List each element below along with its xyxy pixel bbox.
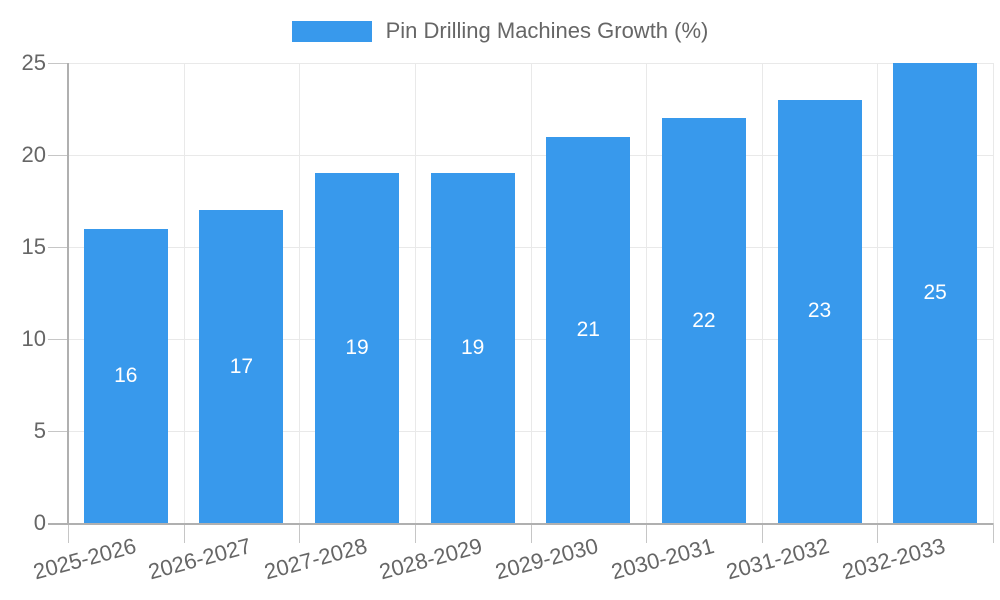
x-tick-label: 2025-2026 (30, 533, 139, 585)
bar[interactable] (315, 173, 400, 523)
bar[interactable] (893, 63, 978, 523)
x-tick-mark (183, 523, 185, 543)
y-tick-mark (48, 339, 68, 340)
y-tick-label: 15 (21, 234, 46, 259)
x-tick-label: 2029-2030 (492, 533, 601, 585)
x-tick-mark (993, 523, 994, 543)
bar[interactable] (777, 99, 862, 523)
x-tick-mark (646, 523, 648, 543)
x-tick-label: 2027-2028 (261, 533, 370, 585)
chart-legend: Pin Drilling Machines Growth (%) (0, 18, 1000, 44)
legend-label: Pin Drilling Machines Growth (%) (385, 18, 709, 43)
x-tick-mark (299, 523, 301, 543)
bar[interactable] (546, 136, 631, 523)
bar-value-label: 25 (923, 281, 947, 304)
legend-item[interactable]: Pin Drilling Machines Growth (%) (291, 18, 709, 44)
bar[interactable] (83, 228, 168, 523)
bar[interactable] (661, 118, 746, 523)
y-tick-mark (48, 63, 68, 64)
bar-value-label: 21 (576, 317, 600, 341)
x-tick-mark (414, 523, 416, 543)
bar-value-label: 23 (807, 299, 832, 323)
gridline-vertical (530, 63, 532, 523)
x-tick-mark (530, 523, 532, 543)
bar-value-label: 22 (692, 308, 716, 332)
y-tick-mark (48, 247, 68, 248)
gridline-vertical (183, 63, 185, 523)
y-tick-mark (48, 431, 68, 432)
gridline-vertical (993, 63, 994, 523)
x-tick-label: 2032-2033 (839, 533, 948, 585)
x-axis-line (48, 523, 993, 525)
bar[interactable] (430, 173, 515, 523)
y-tick-label: 20 (21, 142, 46, 167)
x-tick-label: 2026-2027 (145, 533, 254, 585)
y-axis-line (67, 63, 69, 523)
gridline-vertical (646, 63, 648, 523)
x-tick-mark (68, 523, 69, 543)
y-tick-label: 0 (33, 510, 46, 535)
gridline-vertical (299, 63, 301, 523)
x-tick-mark (761, 523, 763, 543)
bar-value-label: 17 (229, 354, 254, 378)
x-tick-label: 2028-2029 (377, 533, 486, 585)
x-tick-label: 2030-2031 (608, 533, 717, 585)
bar-value-label: 19 (461, 336, 485, 360)
y-tick-label: 25 (21, 50, 46, 75)
y-tick-mark (48, 155, 68, 156)
gridline-vertical (761, 63, 763, 523)
bar[interactable] (199, 210, 284, 523)
legend-swatch (291, 20, 372, 42)
y-tick-label: 10 (21, 326, 46, 351)
gridline-vertical (414, 63, 416, 523)
bar-value-label: 16 (114, 363, 138, 387)
x-tick-mark (877, 523, 879, 543)
gridline-vertical (877, 63, 879, 523)
y-tick-label: 5 (33, 418, 46, 443)
x-tick-label: 2031-2032 (723, 533, 833, 585)
bar-value-label: 19 (345, 336, 369, 360)
